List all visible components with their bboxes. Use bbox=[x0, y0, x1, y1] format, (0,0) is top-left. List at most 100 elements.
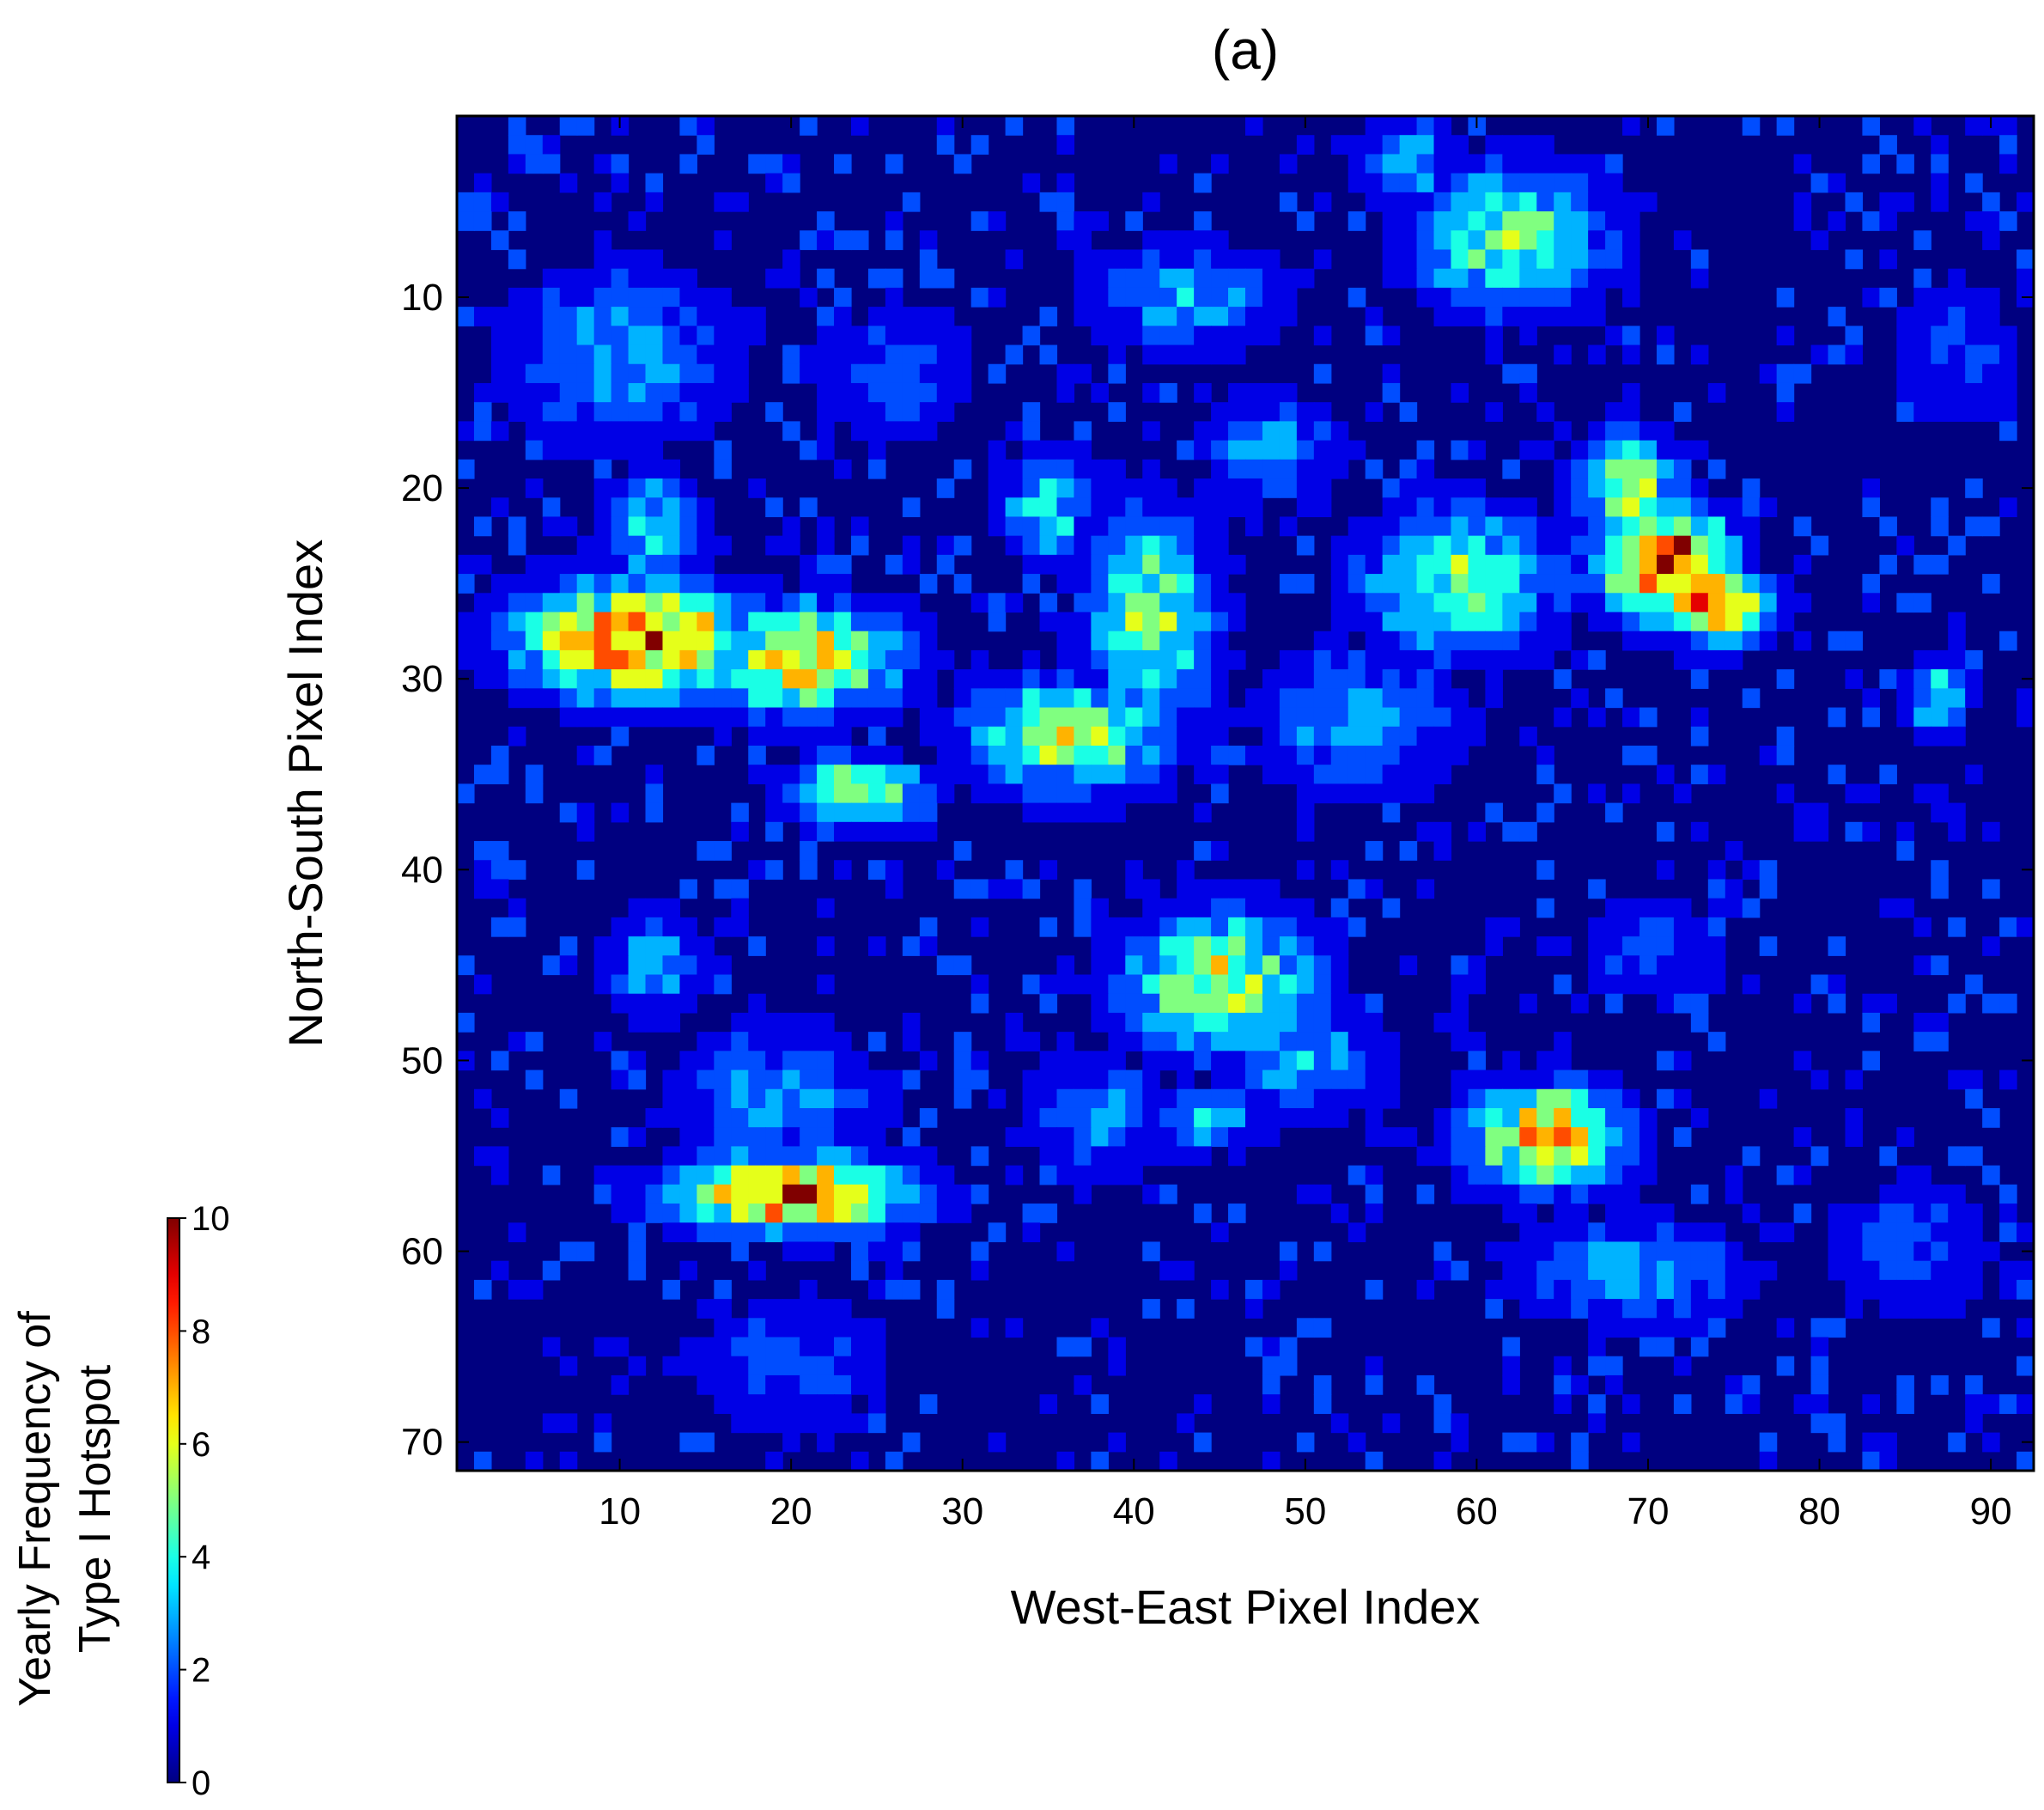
heat-cell bbox=[1108, 649, 1126, 670]
heat-cell bbox=[679, 516, 697, 537]
heat-cell bbox=[1365, 154, 1384, 174]
heat-cell bbox=[697, 612, 715, 632]
heat-cell bbox=[1194, 765, 1212, 784]
heat-cell bbox=[611, 1374, 630, 1395]
heat-cell bbox=[1622, 1146, 1640, 1167]
heat-cell bbox=[867, 1413, 886, 1434]
heat-cell bbox=[1347, 726, 1366, 747]
heat-cell bbox=[1194, 326, 1212, 346]
heat-cell bbox=[1931, 326, 1949, 346]
heat-cell bbox=[542, 326, 561, 346]
heat-cell bbox=[1707, 1279, 1726, 1300]
heat-cell bbox=[628, 649, 647, 670]
heat-cell bbox=[1228, 745, 1246, 765]
heat-cell bbox=[576, 554, 595, 575]
heat-cell bbox=[919, 363, 938, 384]
heat-cell bbox=[1091, 1107, 1109, 1128]
heat-cell bbox=[1177, 230, 1195, 251]
heat-cell bbox=[1451, 307, 1469, 326]
heat-cell bbox=[1211, 574, 1229, 594]
heat-cell bbox=[1228, 268, 1246, 289]
heat-cell bbox=[1965, 344, 1983, 365]
heat-cell bbox=[1793, 993, 1812, 1014]
heat-cell bbox=[1211, 459, 1229, 479]
heat-cell bbox=[1913, 783, 1931, 804]
heat-cell bbox=[508, 402, 526, 422]
heat-cell bbox=[1588, 707, 1606, 728]
heat-cell bbox=[525, 1279, 544, 1300]
heat-cell bbox=[1056, 1451, 1075, 1472]
heat-cell bbox=[1690, 1184, 1709, 1204]
heat-cell bbox=[1622, 936, 1640, 956]
heat-cell bbox=[628, 382, 647, 403]
heat-cell bbox=[714, 593, 732, 613]
heat-cell bbox=[800, 1012, 818, 1033]
heat-cell bbox=[1365, 1088, 1384, 1109]
heat-cell bbox=[1211, 1012, 1229, 1033]
heat-cell bbox=[1330, 765, 1349, 784]
heat-cell bbox=[1159, 707, 1177, 728]
heat-cell bbox=[559, 1413, 578, 1434]
heat-cell bbox=[1433, 230, 1452, 251]
heat-cell bbox=[885, 1165, 903, 1185]
heat-cell bbox=[1365, 1356, 1384, 1376]
heat-cell bbox=[1399, 535, 1418, 556]
heat-cell bbox=[1536, 574, 1554, 594]
heat-cell bbox=[851, 1088, 869, 1109]
heat-cell bbox=[1571, 154, 1589, 174]
heat-cell bbox=[1982, 1241, 2000, 1262]
heat-cell bbox=[1502, 363, 1520, 384]
heat-cell bbox=[1759, 363, 1778, 384]
heat-cell bbox=[1673, 554, 1692, 575]
heat-cell bbox=[919, 326, 938, 346]
heat-cell bbox=[1347, 745, 1366, 765]
heat-cell bbox=[1485, 802, 1503, 823]
heat-cell bbox=[1074, 898, 1092, 918]
heat-cell bbox=[1485, 1279, 1503, 1300]
heat-cell bbox=[1913, 1032, 1931, 1051]
heat-cell bbox=[1056, 1051, 1075, 1071]
heat-cell bbox=[851, 1204, 869, 1223]
heat-cell bbox=[1451, 1165, 1469, 1185]
heat-cell bbox=[817, 1012, 835, 1033]
heat-cell bbox=[1056, 459, 1075, 479]
heat-cell bbox=[457, 1012, 475, 1033]
heat-cell bbox=[902, 1204, 921, 1223]
heat-cell bbox=[731, 1356, 749, 1376]
heat-cell bbox=[885, 879, 903, 899]
heat-cell bbox=[611, 917, 630, 937]
heat-cell bbox=[1074, 478, 1092, 498]
heat-cell bbox=[1554, 230, 1572, 251]
heat-cell bbox=[662, 554, 681, 575]
heat-cell bbox=[1142, 1070, 1160, 1090]
heat-cell bbox=[1451, 1260, 1469, 1281]
heat-cell bbox=[1725, 879, 1743, 899]
heat-cell bbox=[1177, 879, 1195, 899]
heat-cell bbox=[1588, 1222, 1606, 1243]
heat-cell bbox=[1074, 421, 1092, 442]
heat-cell bbox=[817, 535, 835, 556]
heat-cell bbox=[1074, 1107, 1092, 1128]
heat-cell bbox=[970, 287, 989, 308]
heat-cell bbox=[1159, 268, 1177, 289]
heat-cell bbox=[1159, 783, 1177, 804]
heat-cell bbox=[1296, 421, 1315, 442]
heat-cell bbox=[1468, 287, 1486, 308]
heat-cell bbox=[1211, 669, 1229, 689]
heat-cell bbox=[1091, 1051, 1109, 1071]
heat-cell bbox=[1194, 1107, 1212, 1128]
heat-cell bbox=[628, 974, 647, 995]
heat-cell bbox=[1588, 936, 1606, 956]
heat-cell bbox=[1039, 1070, 1058, 1090]
heat-cell bbox=[1399, 574, 1418, 594]
heat-cell bbox=[1810, 173, 1829, 193]
heat-cell bbox=[542, 669, 561, 689]
heat-cell bbox=[851, 802, 869, 823]
heat-cell bbox=[1056, 1107, 1075, 1128]
heat-cell bbox=[1056, 1032, 1075, 1051]
heat-cell bbox=[1296, 535, 1315, 556]
heat-cell bbox=[1228, 478, 1246, 498]
heat-cell bbox=[1485, 497, 1503, 518]
heat-cell bbox=[508, 917, 526, 937]
heat-cell bbox=[1485, 1127, 1503, 1148]
